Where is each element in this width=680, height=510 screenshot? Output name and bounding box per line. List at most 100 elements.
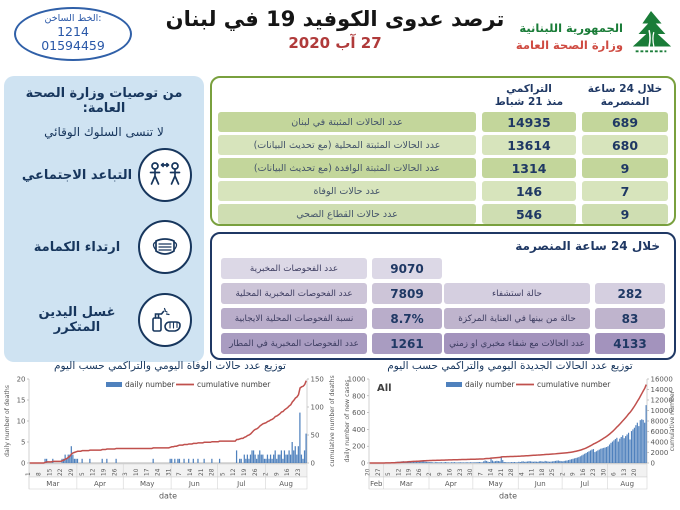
svg-text:2: 2: [264, 472, 270, 476]
row-label: عدد الحالات مع شفاء مخبري او زمني: [444, 333, 590, 354]
table-row: حالة استشفاء 282: [444, 283, 665, 304]
table-row: نسبة الفحوصات المحلية الايجابية 8.7%: [221, 308, 442, 329]
svg-text:30: 30: [468, 468, 474, 476]
svg-text:14: 14: [188, 468, 194, 476]
table-row: عدد الفحوصات المخبرية في المطار 1261: [221, 333, 442, 354]
svg-text:Jun: Jun: [534, 480, 546, 488]
svg-text:25: 25: [550, 468, 556, 476]
svg-text:Apr: Apr: [94, 480, 106, 488]
table-row: عدد الفحوصات المخبرية المحلية 7809: [221, 283, 442, 304]
header-title-block: ترصد عدوى الكوفيد 19 في لبنان 27 آب 2020: [150, 7, 520, 52]
svg-text:Jul: Jul: [236, 480, 246, 488]
social-distancing-icon: [138, 148, 192, 203]
svg-text:cumulative number: cumulative number: [669, 390, 676, 451]
recommendation-face-mask: ارتداء الكمامة: [12, 211, 196, 283]
svg-text:12: 12: [91, 468, 97, 476]
svg-text:16: 16: [285, 468, 291, 476]
svg-text:600: 600: [352, 409, 365, 417]
svg-text:Mar: Mar: [400, 480, 413, 488]
svg-text:2: 2: [560, 472, 566, 476]
svg-text:Mar: Mar: [46, 480, 59, 488]
table-row: 680 13614 عدد الحالات المثبتة المحلية (مع …: [218, 135, 668, 156]
value-cumulative: 1314: [482, 158, 576, 179]
row-value: 4133: [595, 333, 665, 354]
svg-text:All: All: [377, 383, 392, 394]
row-label: نسبة الفحوصات المحلية الايجابية: [221, 308, 367, 329]
svg-text:14000: 14000: [651, 386, 673, 394]
face-mask-icon: [138, 220, 192, 275]
row-label: عدد الفحوصات المخبرية المحلية: [221, 283, 367, 304]
row-value: 9070: [372, 258, 442, 279]
svg-text:24: 24: [156, 468, 162, 476]
svg-text:May: May: [140, 480, 154, 488]
header-cumulative: التراكمي منذ 21 شباط: [494, 83, 564, 109]
ministry-name: وزارة الصحة العامة: [515, 38, 623, 52]
svg-text:16: 16: [448, 468, 454, 476]
svg-text:23: 23: [296, 468, 302, 476]
svg-text:daily number of new cases: daily number of new cases: [344, 379, 351, 462]
svg-text:5: 5: [386, 472, 392, 476]
svg-text:8: 8: [37, 472, 43, 476]
svg-text:1000: 1000: [348, 376, 366, 384]
svg-text:4: 4: [519, 472, 525, 476]
svg-text:cumulative number: cumulative number: [537, 380, 611, 389]
svg-text:27: 27: [376, 468, 382, 476]
svg-text:12: 12: [397, 468, 403, 476]
row-label: عدد حالات الوفاة: [218, 181, 476, 202]
svg-text:20: 20: [366, 468, 372, 476]
svg-text:May: May: [488, 480, 502, 488]
table-row: 9 546 عدد حالات القطاع الصحي: [218, 204, 668, 225]
last24h-left-rows: عدد الفحوصات المخبرية 9070 عدد الفحوصات ال…: [221, 258, 442, 358]
row-label: عدد الحالات المثبتة المحلية (مع تحديث ال…: [218, 135, 476, 156]
recommendation-social-distancing: التباعد الاجتماعي: [12, 139, 196, 211]
new-cases-chart: توزيع عدد الحالات الجديدة اليومي والتراك…: [342, 360, 678, 510]
svg-text:daily number: daily number: [465, 380, 516, 389]
value-cumulative: 13614: [482, 135, 576, 156]
svg-text:cumulative number of deaths: cumulative number of deaths: [329, 375, 336, 467]
svg-text:15: 15: [47, 468, 53, 476]
row-label: عدد حالات القطاع الصحي: [218, 204, 476, 225]
ministry-logo: الجمهورية اللبنانية وزارة الصحة العامة: [516, 9, 674, 65]
hotline-number-short: 1214: [57, 24, 89, 40]
svg-text:daily number of deaths: daily number of deaths: [4, 385, 11, 457]
svg-text:Jul: Jul: [580, 480, 590, 488]
svg-text:0: 0: [311, 460, 315, 468]
svg-text:20: 20: [632, 468, 638, 476]
recommendation-label: ارتداء الكمامة: [33, 239, 121, 255]
republic-name: الجمهورية اللبنانية: [519, 20, 623, 35]
svg-text:0: 0: [21, 460, 25, 468]
ministry-logo-text: الجمهورية اللبنانية وزارة الصحة العامة: [516, 20, 623, 55]
svg-text:26: 26: [112, 468, 118, 476]
svg-text:28: 28: [210, 468, 216, 476]
hotline-number-long: 01594459: [41, 38, 105, 54]
svg-text:23: 23: [458, 468, 464, 476]
recommendation-label: التباعد الاجتماعي: [21, 167, 133, 183]
svg-text:5: 5: [220, 472, 226, 476]
row-value: 83: [595, 308, 665, 329]
new-cases-chart-plot: 0200400600800100002000400060008000100001…: [344, 376, 676, 501]
row-value: 282: [595, 283, 665, 304]
value-last24h: 9: [582, 204, 668, 225]
svg-text:19: 19: [102, 468, 108, 476]
svg-text:20: 20: [17, 376, 26, 384]
recommendation-hand-washing: غسل اليدين المتكرر: [12, 284, 196, 356]
svg-text:12: 12: [231, 468, 237, 476]
svg-text:cumulative number: cumulative number: [197, 380, 271, 389]
svg-text:5: 5: [21, 439, 25, 447]
value-last24h: 9: [582, 158, 668, 179]
value-cumulative: 546: [482, 204, 576, 225]
row-value: 7809: [372, 283, 442, 304]
svg-text:31: 31: [166, 468, 172, 476]
table-row: 689 14935 عدد الحالات المثبتة في لبنان: [218, 112, 668, 133]
svg-text:date: date: [499, 492, 517, 501]
svg-text:Apr: Apr: [445, 480, 457, 488]
svg-text:Jun: Jun: [188, 480, 200, 488]
svg-text:200: 200: [352, 443, 365, 451]
value-cumulative: 146: [482, 181, 576, 202]
svg-text:10: 10: [17, 418, 26, 426]
svg-text:5: 5: [80, 472, 86, 476]
svg-text:10000: 10000: [651, 407, 673, 415]
svg-text:150: 150: [311, 376, 324, 384]
page-title: ترصد عدوى الكوفيد 19 في لبنان: [165, 7, 505, 31]
